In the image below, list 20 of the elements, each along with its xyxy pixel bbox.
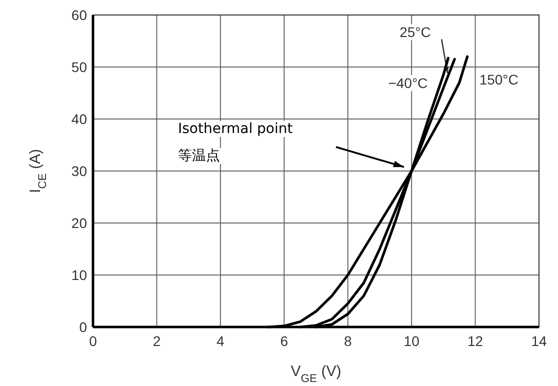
series-label: 150°C xyxy=(479,72,518,88)
y-tick-label: 20 xyxy=(71,215,88,231)
y-tick-label: 40 xyxy=(71,111,88,127)
y-tick-label: 30 xyxy=(71,163,88,179)
y-tick-label: 10 xyxy=(71,267,88,283)
x-tick-label: 0 xyxy=(89,333,98,349)
x-tick-label: 8 xyxy=(344,333,352,349)
text: 25°C xyxy=(400,24,431,40)
y-tick-label: 50 xyxy=(71,59,88,75)
x-tick-label: 4 xyxy=(216,333,225,349)
x-tick-label: 14 xyxy=(531,333,547,349)
x-tick-label: 6 xyxy=(280,333,288,349)
x-axis-title: V$_{GE}$ (V) xyxy=(290,363,342,385)
y-tick-label: 0 xyxy=(79,319,88,335)
annotation: Isothermal point 等温点 xyxy=(177,121,294,164)
x-tick-label: 2 xyxy=(152,333,161,349)
x-tick-label: 10 xyxy=(404,333,420,349)
series-label: −40°C xyxy=(388,75,428,92)
y-tick-label: 60 xyxy=(71,7,88,23)
x-tick-label: 12 xyxy=(467,333,484,349)
